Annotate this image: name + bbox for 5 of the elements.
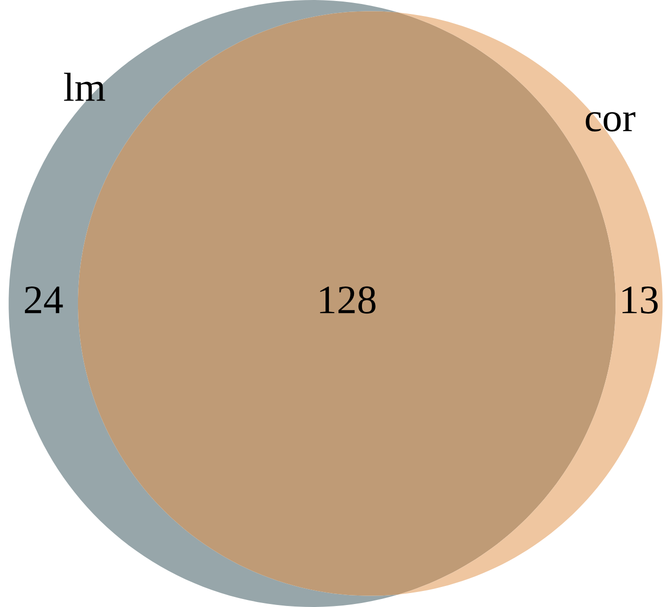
category-label: lm — [64, 72, 106, 101]
data-label: 13 — [622, 286, 658, 314]
category-label: cor — [586, 112, 636, 132]
data-label: 128 — [320, 286, 376, 314]
data-label: 24 — [24, 286, 63, 314]
